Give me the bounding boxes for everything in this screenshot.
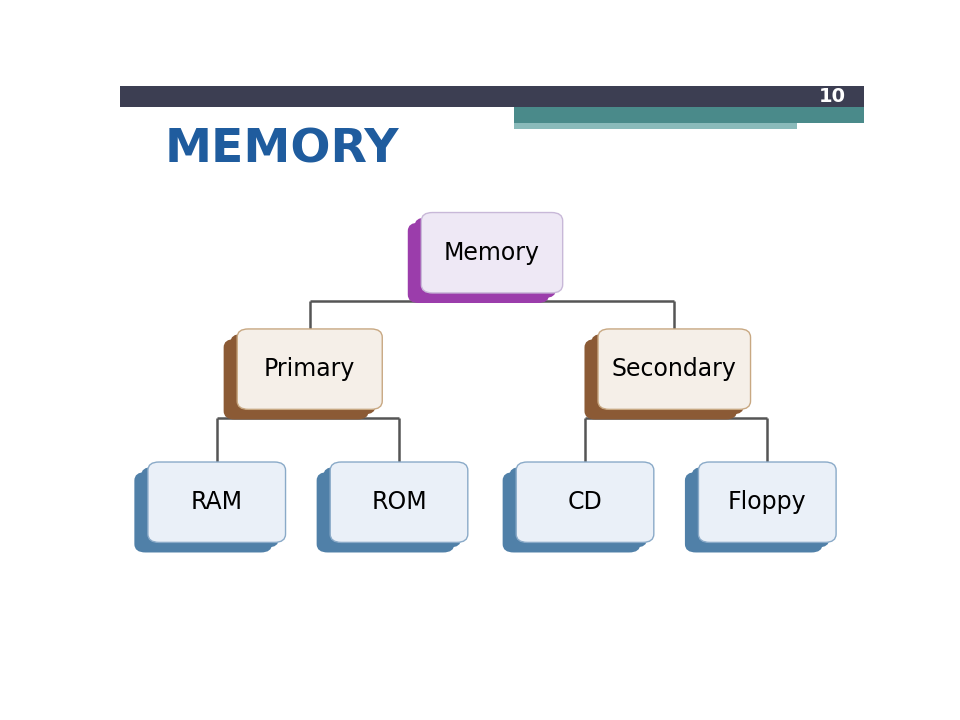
- Text: ROM: ROM: [372, 490, 427, 514]
- FancyBboxPatch shape: [692, 467, 829, 547]
- Text: 10: 10: [818, 87, 846, 107]
- Text: MEMORY: MEMORY: [165, 127, 399, 173]
- FancyBboxPatch shape: [408, 222, 549, 303]
- Text: CD: CD: [567, 490, 602, 514]
- FancyBboxPatch shape: [230, 334, 375, 415]
- FancyBboxPatch shape: [591, 334, 744, 415]
- Bar: [515, 107, 864, 123]
- FancyBboxPatch shape: [510, 467, 647, 547]
- FancyBboxPatch shape: [421, 212, 563, 293]
- FancyBboxPatch shape: [598, 329, 751, 410]
- Text: Primary: Primary: [264, 357, 355, 381]
- Bar: [120, 86, 864, 107]
- FancyBboxPatch shape: [324, 467, 461, 547]
- Text: Floppy: Floppy: [728, 490, 806, 514]
- FancyBboxPatch shape: [516, 462, 654, 542]
- FancyBboxPatch shape: [699, 462, 836, 542]
- FancyBboxPatch shape: [224, 339, 369, 420]
- FancyBboxPatch shape: [148, 462, 285, 542]
- FancyBboxPatch shape: [237, 329, 382, 410]
- FancyBboxPatch shape: [330, 462, 468, 542]
- Text: Secondary: Secondary: [612, 357, 736, 381]
- FancyBboxPatch shape: [415, 217, 556, 298]
- Text: RAM: RAM: [191, 490, 243, 514]
- FancyBboxPatch shape: [134, 472, 272, 552]
- FancyBboxPatch shape: [503, 472, 640, 552]
- FancyBboxPatch shape: [585, 339, 737, 420]
- FancyBboxPatch shape: [141, 467, 278, 547]
- Bar: [515, 123, 797, 129]
- Text: Memory: Memory: [444, 240, 540, 265]
- FancyBboxPatch shape: [317, 472, 454, 552]
- FancyBboxPatch shape: [684, 472, 823, 552]
